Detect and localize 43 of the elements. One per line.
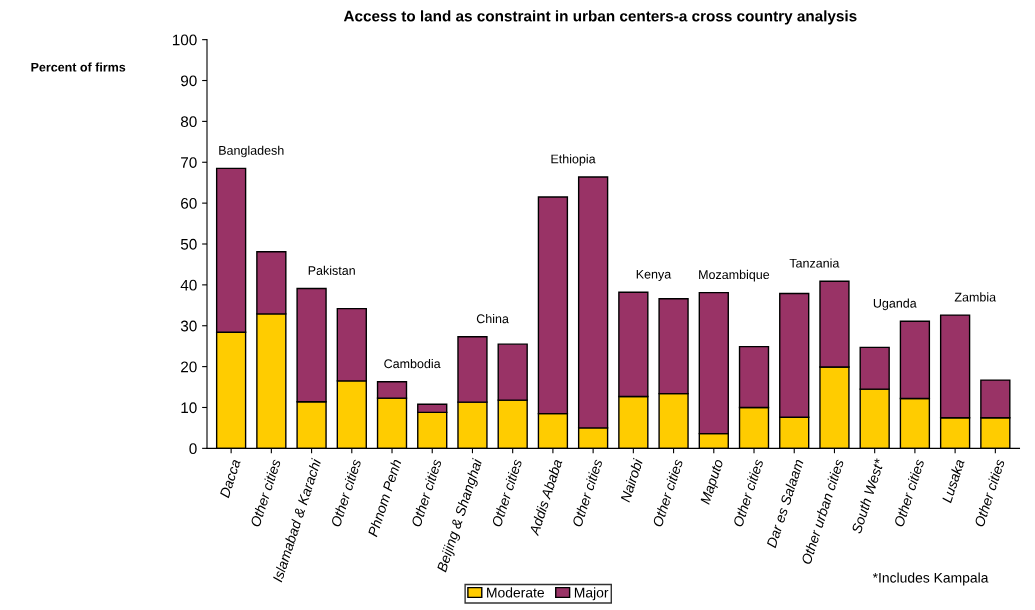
annotation: Cambodia (384, 358, 441, 369)
x-tick-label: Other cities (652, 458, 684, 528)
y-tick-label: 80 (180, 116, 197, 128)
annotation: Bangladesh (219, 145, 284, 158)
annotation: Uganda (873, 298, 917, 311)
x-tick-label: Other cities (732, 458, 764, 528)
y-tick-label: 70 (181, 157, 197, 168)
annotation: Ethiopia (551, 154, 596, 166)
y-tick-label: 40 (180, 279, 197, 291)
y-tick-label: 90 (181, 75, 197, 87)
annotation: Pakistan (308, 265, 355, 275)
annotation: Mozambique (699, 269, 770, 282)
x-tick-label: Phnom Penh (367, 458, 402, 538)
y-tick-label: 30 (180, 320, 197, 332)
annotation: Zambia (954, 292, 997, 302)
x-tick-label: Maputo (700, 458, 726, 506)
x-tick-label: Lusaka (941, 458, 965, 504)
x-tick-label: Other cities (330, 458, 362, 528)
text: *Includes Kampala (872, 572, 989, 586)
legend-label: Moderate (487, 587, 544, 598)
y-tick-label: 0 (189, 443, 197, 455)
x-tick-label: Dacca (219, 458, 241, 499)
x-tick-label: Other cities (893, 458, 925, 528)
legend-label: Major (574, 587, 609, 601)
y-tick-label: 10 (181, 402, 197, 414)
x-tick-label: Addis Ababa (528, 458, 563, 537)
y-tick-label: 60 (181, 198, 197, 209)
x-tick-label: Other cities (491, 458, 523, 528)
y-tick-label: 50 (180, 238, 197, 250)
x-tick-label: Nairobi (619, 457, 644, 503)
annotation: Tanzania (789, 258, 840, 268)
x-tick-label: Other cities (410, 458, 442, 528)
annotation: China (476, 314, 509, 324)
y-tick-label: 20 (181, 361, 197, 373)
y-axis-title: Percent of firms (31, 62, 126, 72)
annotation: Kenya (636, 269, 672, 282)
chart-title: Access to land as constraint in urban centers-a cross country analysis (343, 10, 857, 25)
x-tick-label: South West* (851, 457, 885, 535)
x-tick-label: Other cities (973, 458, 1005, 528)
x-tick-label: Other cities (249, 458, 281, 528)
x-tick-label: Dar es Salaam (765, 458, 804, 549)
x-tick-label: Other cities (571, 458, 603, 528)
y-tick-label: 100 (172, 34, 197, 46)
